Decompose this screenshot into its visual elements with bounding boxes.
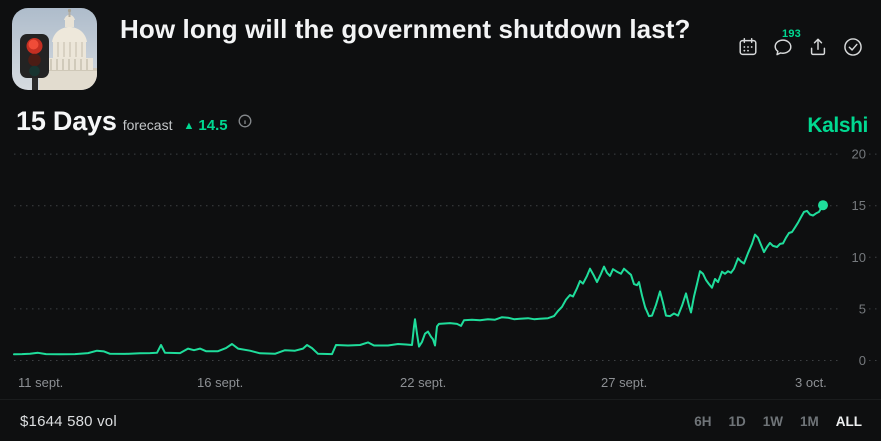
range-button-all[interactable]: ALL [835,413,862,429]
comment-bubble-icon [774,39,792,56]
verified-button[interactable] [842,36,864,58]
svg-text:27 sept.: 27 sept. [601,375,647,390]
calendar-icon [739,38,757,56]
range-selector: 6H 1D 1W 1M ALL [694,414,862,429]
range-button-6h[interactable]: 6H [694,413,712,429]
range-button-1w[interactable]: 1W [762,413,783,429]
forecast-value: 15 Days [16,106,117,136]
forecast-chart[interactable]: 0 5 10 15 20 11 sept. 16 sept. 22 sept. 27 sept.… [0,148,881,398]
page-title: How long will the government shutdown la… [120,14,691,44]
check-circle-icon [844,38,862,56]
svg-text:11 sept.: 11 sept. [18,375,63,390]
share-icon [810,38,826,56]
range-button-1m[interactable]: 1M [799,413,819,429]
svg-text:10: 10 [852,250,866,265]
forecast-label: forecast [122,117,173,133]
svg-text:0: 0 [859,353,866,368]
svg-text:20: 20 [852,148,866,162]
forecast-change: ▲ 14.5 [184,117,228,134]
svg-text:16 sept.: 16 sept. [197,375,243,390]
footer-bar: $1644 580 vol 6H 1D 1W 1M ALL [0,399,881,441]
share-button[interactable] [807,36,829,58]
up-triangle-icon: ▲ [183,120,195,132]
calendar-button[interactable] [737,36,759,58]
kalshi-logo: Kalshi [807,114,868,137]
comments-button[interactable]: 193 [772,28,801,58]
info-icon[interactable] [238,114,252,133]
header-actions: 193 [737,28,864,58]
forecast-row: 15 Days forecast ▲ 14.5 [16,106,252,137]
svg-text:22 sept.: 22 sept. [400,375,446,390]
svg-text:15: 15 [852,198,866,213]
svg-text:3 oct.: 3 oct. [795,375,827,390]
comments-count-badge: 193 [782,28,801,40]
volume-label: $1644 580 vol [20,412,117,430]
capitol-traffic-light-illustration [12,8,97,90]
forecast-change-value: 14.5 [198,117,228,134]
svg-text:5: 5 [859,301,866,316]
market-thumbnail [12,8,97,90]
range-button-1d[interactable]: 1D [728,413,746,429]
